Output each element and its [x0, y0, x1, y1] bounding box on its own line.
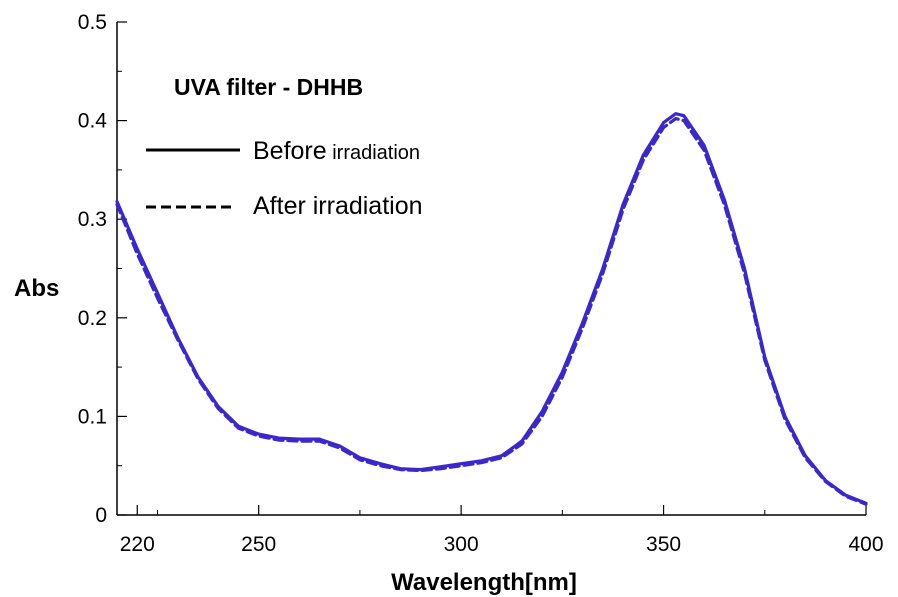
series-line-before	[115, 112, 868, 505]
y-tick-label: 0.1	[78, 405, 107, 428]
x-axis-title: Wavelength[nm]	[391, 569, 577, 596]
legend-label-after: After irradiation	[253, 192, 423, 220]
legend: UVA filter - DHHB Before irradiation Aft…	[146, 74, 423, 220]
y-tick-label: 0	[95, 504, 107, 527]
y-tick-label: 0.2	[78, 307, 107, 330]
series-line-after	[115, 117, 868, 506]
y-axis-title: Abs	[14, 275, 59, 302]
x-tick-label: 400	[848, 533, 883, 556]
legend-before-main: Before	[253, 137, 327, 165]
legend-label-before: Before irradiation	[253, 137, 420, 165]
y-tick-label: 0.4	[78, 110, 108, 133]
legend-before-suffix: irradiation	[327, 142, 420, 164]
series-layer	[115, 112, 868, 506]
legend-title: UVA filter - DHHB	[174, 74, 363, 100]
tick-labels: 0 0.1 0.2 0.3 0.4 0.5 220 250 300 350 400	[78, 11, 884, 556]
x-tick-label: 300	[444, 533, 479, 556]
y-tick-label: 0.3	[78, 208, 107, 231]
x-tick-label: 250	[241, 533, 276, 556]
y-tick-label: 0.5	[78, 11, 107, 34]
x-tick-label: 350	[646, 533, 681, 556]
x-tick-label: 220	[120, 533, 155, 556]
